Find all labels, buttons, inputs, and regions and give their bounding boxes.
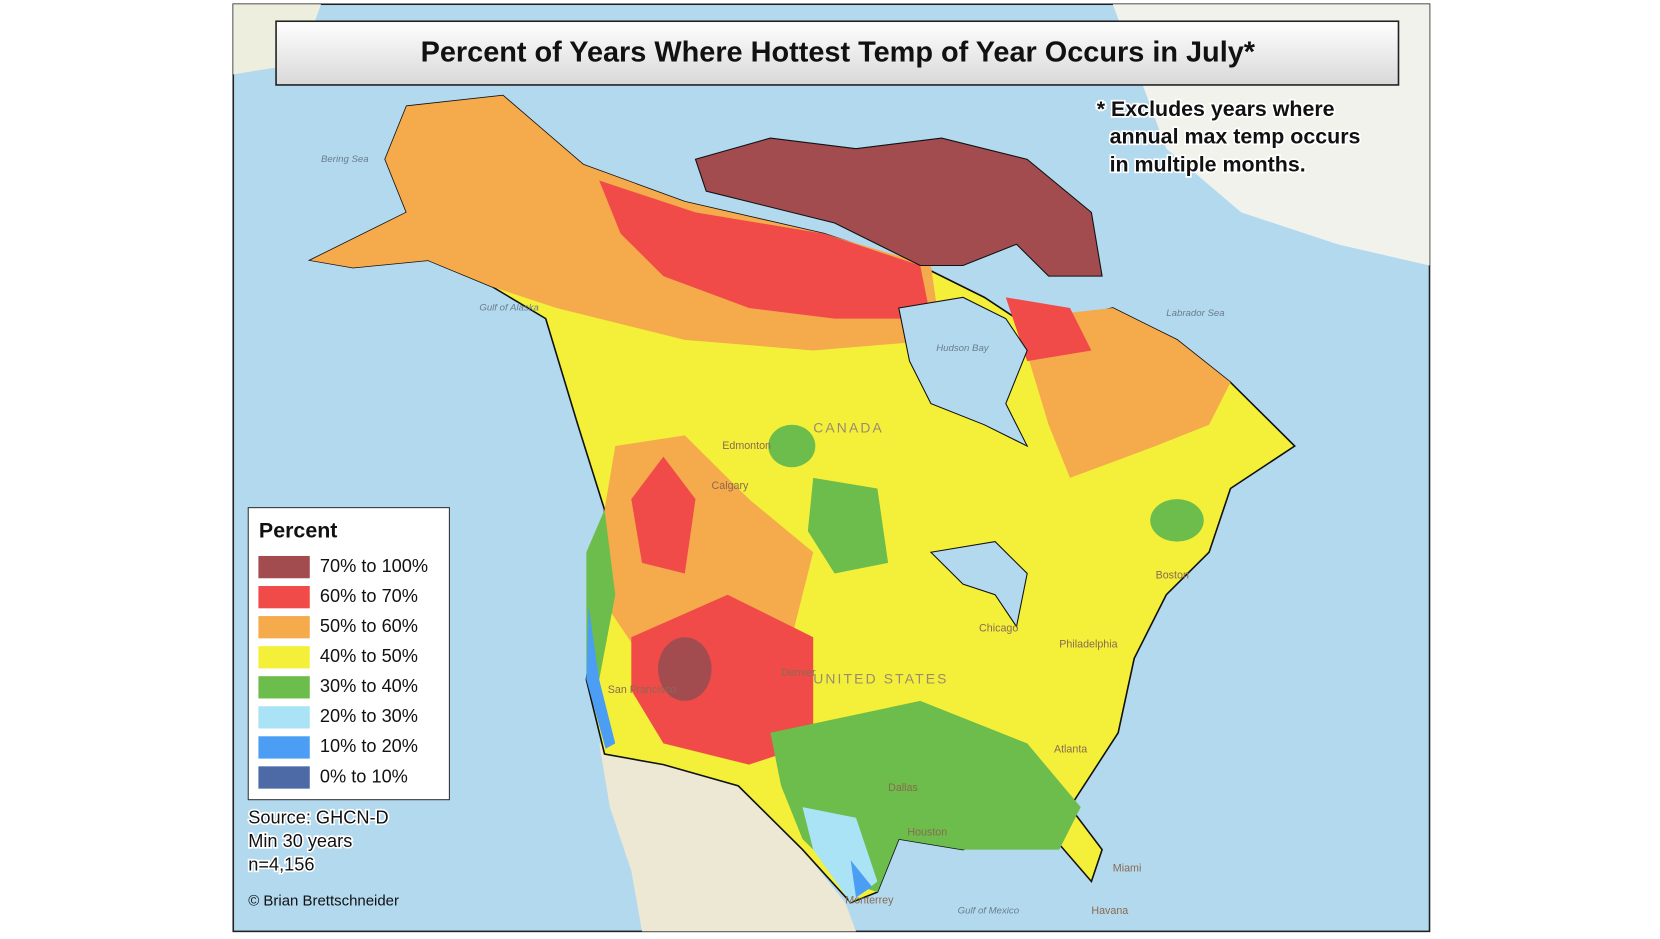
- title-box: [275, 20, 1400, 86]
- legend-swatch: [257, 675, 311, 700]
- place-label: Havana: [1091, 905, 1128, 917]
- place-label: Houston: [907, 826, 947, 838]
- place-label: Boston: [1156, 569, 1189, 581]
- place-label: Edmonton: [722, 440, 771, 452]
- area-30-40: [768, 424, 816, 468]
- area-30-40: [1150, 499, 1204, 542]
- place-label: San Francisco: [608, 684, 676, 696]
- map-title: Percent of Years Where Hottest Temp of Y…: [421, 37, 1256, 69]
- legend-label: 60% to 70%: [320, 586, 418, 606]
- legend-label: 0% to 10%: [320, 766, 408, 786]
- source-line: Min 30 years: [248, 831, 352, 851]
- place-label: CANADA: [813, 420, 884, 436]
- legend-label: 40% to 50%: [320, 646, 418, 666]
- area-60-70: [599, 180, 931, 319]
- legend-title: Percent: [259, 519, 337, 543]
- area-60-70: [631, 456, 696, 574]
- legend-label: 10% to 20%: [320, 736, 418, 756]
- footnote-line: * Excludes years where: [1097, 97, 1335, 121]
- hudson-bay: [898, 296, 1029, 448]
- legend-swatch: [257, 765, 311, 790]
- legend-swatch: [257, 705, 311, 730]
- source: Source: GHCN-D Min 30 years n=4,156: [247, 806, 391, 876]
- mexico: [599, 743, 857, 932]
- area-70-100: [694, 137, 1103, 277]
- place-label: Gulf of Alaska: [479, 303, 539, 314]
- source-line: n=4,156: [248, 854, 314, 874]
- legend-label: 20% to 30%: [320, 706, 418, 726]
- credit: © Brian Brettschneider: [248, 893, 399, 910]
- place-label: Monterrey: [845, 894, 894, 906]
- place-label: Hudson Bay: [936, 343, 990, 354]
- place-label: Chicago: [979, 623, 1018, 635]
- area-70-100: [658, 637, 712, 701]
- place-label: Labrador Sea: [1166, 308, 1224, 319]
- place-label: Bering Sea: [321, 154, 369, 165]
- area-60-70: [631, 594, 814, 765]
- great-lakes: [929, 541, 1028, 628]
- legend-swatch: [257, 584, 311, 610]
- place-label: Gulf of Mexico: [958, 906, 1020, 917]
- legend-swatch: [257, 615, 311, 640]
- legend-swatch: [257, 645, 311, 670]
- footnote-line: in multiple months.: [1110, 152, 1306, 176]
- area-60-70: [1005, 297, 1092, 362]
- area-10-20: [850, 860, 873, 898]
- place-label: Atlanta: [1054, 744, 1087, 756]
- place-label: Miami: [1113, 863, 1142, 875]
- legend-label: 50% to 60%: [320, 616, 418, 636]
- legend-swatch: [257, 554, 311, 580]
- place-label: UNITED STATES: [813, 670, 948, 686]
- place-label: Dallas: [888, 782, 918, 794]
- area-30-40: [807, 477, 889, 574]
- legend-swatch: [257, 735, 311, 760]
- area-30-40: [586, 509, 616, 680]
- legend-label: 30% to 40%: [320, 676, 418, 696]
- legend-items: 70% to 100% 60% to 70% 50% to 60% 40% to 50…: [257, 554, 428, 790]
- area-10-20: [586, 605, 616, 749]
- place-label: Denver: [781, 667, 816, 679]
- place-label: Calgary: [712, 480, 750, 492]
- map-group: Bering Sea Gulf of Alaska Hudson Bay Lab…: [232, 3, 1431, 933]
- legend-label: 70% to 100%: [320, 556, 428, 576]
- footnote: * Excludes years where annual max temp oc…: [1095, 96, 1362, 178]
- source-line: Source: GHCN-D: [248, 808, 388, 828]
- place-label: Philadelphia: [1059, 638, 1117, 650]
- footnote-line: annual max temp occurs: [1110, 125, 1361, 149]
